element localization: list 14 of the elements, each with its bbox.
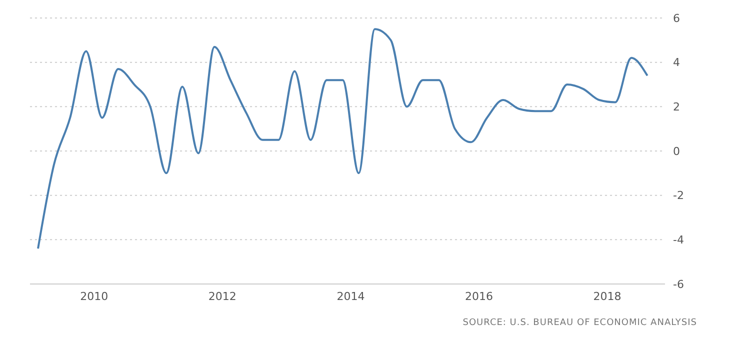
x-tick-label: 2014 [336, 290, 365, 303]
x-tick-label: 2012 [208, 290, 236, 303]
source-note: SOURCE: U.S. BUREAU OF ECONOMIC ANALYSIS [462, 318, 697, 328]
y-tick-label: -4 [673, 234, 684, 247]
y-tick-label: 0 [673, 144, 680, 158]
x-tick-label: 2016 [464, 290, 493, 303]
y-tick-label: -2 [673, 189, 684, 202]
y-tick-label: 4 [673, 56, 680, 70]
line-series [37, 28, 648, 250]
y-tick-label: -6 [673, 278, 684, 291]
y-tick-label: 6 [673, 12, 680, 25]
x-tick-label: 2010 [80, 290, 108, 303]
y-tick-label: 2 [673, 100, 680, 114]
x-tick-label: 2018 [593, 290, 622, 303]
